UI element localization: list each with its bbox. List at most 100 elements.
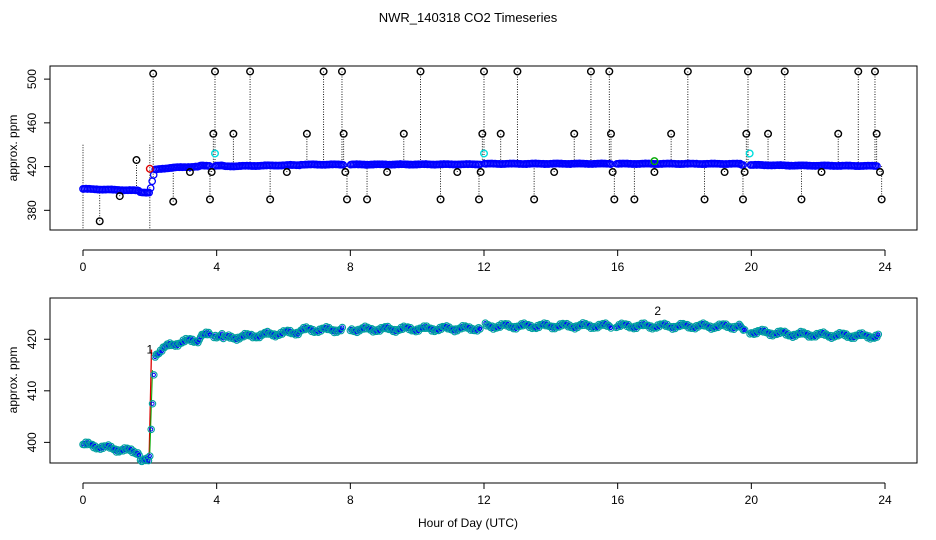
data-ring (338, 323, 347, 332)
top-panel: 0 4 8 12 16 20 24 380 420 460 500 approx. ppm (6, 65, 918, 274)
top-y-axis: 380 420 460 500 (25, 69, 51, 220)
data-point (742, 327, 747, 332)
outlier-point (95, 217, 104, 226)
figure-x-axis-label: Hour of Day (UTC) (418, 516, 518, 530)
bottom-x-tick-label: 12 (477, 493, 491, 507)
flag-point-red (145, 164, 154, 173)
outlier-point (875, 168, 884, 177)
data-ring (740, 325, 749, 334)
top-x-tick-label: 24 (878, 260, 892, 274)
data-point (147, 453, 152, 459)
outlier-point (797, 195, 806, 204)
outlier-point (570, 129, 579, 138)
top-x-tick-label: 8 (347, 260, 354, 274)
outlier-point (302, 129, 311, 138)
outlier-point (530, 195, 539, 204)
outlier-point (854, 67, 863, 76)
data-point (339, 160, 347, 169)
bottom-y-axis: 400 410 420 (25, 329, 51, 452)
data-point (876, 332, 881, 337)
data-ring (474, 323, 483, 332)
data-point (149, 427, 154, 432)
bottom-y-tick-label: 420 (25, 329, 39, 349)
outlier-point (337, 67, 346, 76)
outlier-point (667, 129, 676, 138)
data-ring (476, 325, 484, 333)
bottom-data-series (79, 319, 883, 466)
outlier-point (743, 67, 752, 76)
outlier-point (207, 168, 216, 177)
bottom-x-tick-label: 20 (745, 493, 759, 507)
outlier-point (605, 67, 614, 76)
outlier-point (608, 168, 617, 177)
outlier-point (586, 67, 595, 76)
top-plot-frame (49, 65, 918, 231)
outlier-point (342, 195, 351, 204)
flag-point-cyan (745, 149, 754, 158)
outlier-point (210, 67, 219, 76)
outlier-point (169, 197, 178, 206)
data-point (151, 372, 156, 377)
top-x-tick-label: 16 (611, 260, 625, 274)
top-x-tick-label: 4 (213, 260, 220, 274)
top-data-series (79, 159, 881, 197)
outlier-point (363, 195, 372, 204)
outlier-point (834, 129, 843, 138)
outlier-point (115, 192, 124, 201)
outlier-point (383, 168, 392, 177)
bottom-x-tick-label: 0 (80, 493, 87, 507)
outlier-point (720, 168, 729, 177)
outlier-point (319, 67, 328, 76)
bottom-x-axis: 0 4 8 12 16 20 24 (80, 482, 892, 507)
top-y-tick-label: 380 (25, 200, 39, 220)
outlier-point (764, 129, 773, 138)
data-point (148, 177, 157, 186)
top-x-tick-label: 12 (477, 260, 491, 274)
outlier-point (683, 67, 692, 76)
data-ring (874, 330, 883, 339)
data-point (739, 161, 747, 169)
outlier-point (416, 67, 425, 76)
outlier-point (877, 195, 886, 204)
outlier-point (550, 168, 559, 177)
outlier-point (742, 129, 751, 138)
data-ring (135, 451, 143, 459)
outlier-point (453, 168, 462, 177)
rise-segment (148, 349, 153, 456)
top-x-tick-label: 20 (745, 260, 759, 274)
outlier-point (132, 156, 141, 165)
bottom-y-tick-label: 400 (25, 432, 39, 452)
outlier-point (229, 129, 238, 138)
outlier-point (341, 168, 350, 177)
rise-segment (149, 370, 154, 453)
outlier-point (738, 195, 747, 204)
outlier-point (610, 195, 619, 204)
data-point (873, 162, 881, 170)
top-y-axis-label: approx. ppm (6, 115, 20, 182)
figure-title: NWR_140318 CO2 Timeseries (379, 10, 558, 25)
outlier-point (474, 195, 483, 204)
outlier-point (872, 129, 881, 138)
data-point (150, 401, 155, 406)
top-y-tick-label: 500 (25, 69, 39, 89)
outlier-point (780, 67, 789, 76)
data-point (340, 325, 345, 330)
top-outlier-points (95, 67, 886, 226)
top-x-axis: 0 4 8 12 16 20 24 (80, 249, 892, 274)
outlier-point (185, 168, 194, 177)
data-ring (147, 425, 155, 434)
data-ring (139, 456, 147, 464)
data-point (145, 188, 154, 197)
data-point (608, 325, 614, 331)
outlier-point (149, 69, 158, 78)
outlier-point (870, 67, 879, 76)
bottom-x-tick-label: 24 (878, 493, 892, 507)
outlier-point (740, 168, 749, 177)
outlier-point (630, 195, 639, 204)
outlier-point (209, 129, 218, 138)
flag-point-green (650, 157, 659, 166)
outlier-point (205, 195, 214, 204)
outlier-point (339, 129, 348, 138)
